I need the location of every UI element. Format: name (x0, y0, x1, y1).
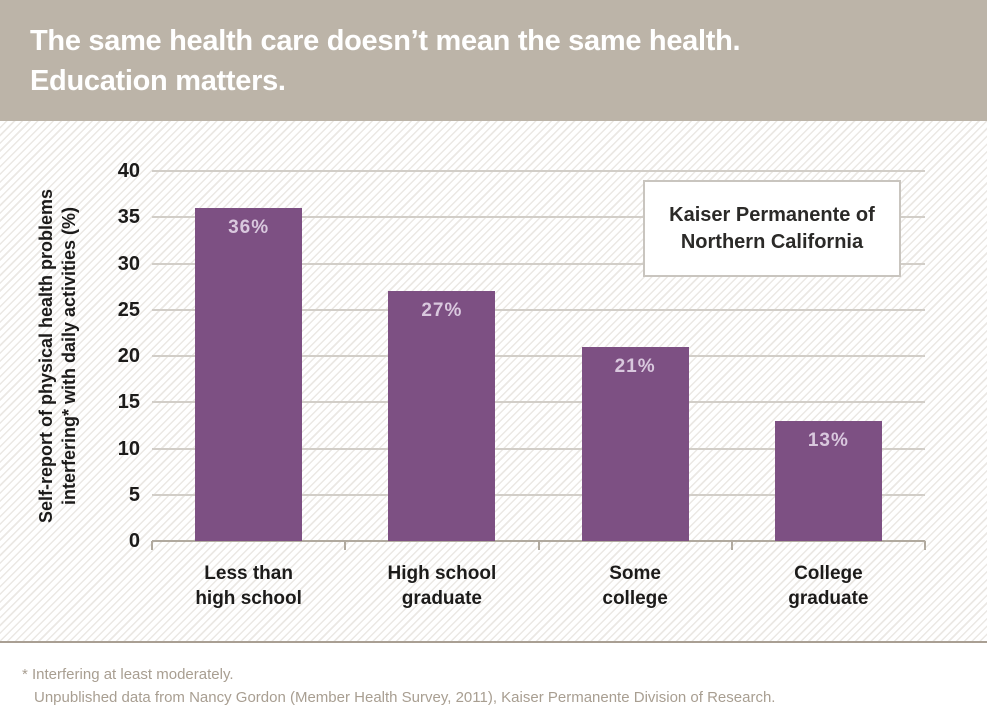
y-tick-label: 25 (117, 298, 140, 321)
axis-boundary-tick (151, 541, 153, 550)
y-axis-title: Self-report of physical health problems … (35, 131, 81, 581)
header-band: The same health care doesn’t mean the sa… (0, 0, 987, 121)
footnote-line1: * Interfering at least moderately. (22, 666, 234, 683)
category-label: High school graduate (345, 561, 538, 611)
chart-stage: Self-report of physical health problems … (0, 121, 987, 643)
axis-boundary-tick (924, 541, 926, 550)
y-tick-label: 30 (117, 252, 140, 275)
category-label-line: graduate (788, 588, 869, 609)
category-label-line: graduate (401, 588, 482, 609)
y-axis-tick-labels: 0 5 10 15 20 25 30 35 40 (90, 161, 140, 551)
category-label: Some college (539, 561, 732, 611)
bar-value-label: 21% (614, 355, 656, 377)
page-title-line1: The same health care doesn’t mean the sa… (30, 25, 741, 57)
bar-4: 13% (774, 420, 882, 541)
y-tick-label: 20 (117, 345, 140, 367)
y-tick-label: 5 (128, 483, 140, 506)
gridline (152, 401, 925, 404)
axis-boundary-tick (537, 541, 540, 550)
legend-text: Kaiser Permanente of Northern California (669, 202, 875, 256)
category-label-line: college (602, 588, 668, 609)
gridline (152, 170, 925, 172)
category-label-line: College (794, 563, 863, 584)
plot-area: 0 5 10 15 20 25 30 35 40 Less than high school Hig… (118, 161, 926, 609)
y-tick-label: 35 (117, 206, 140, 229)
footnote-line2: Unpublished data from Nancy Gordon (Memb… (34, 689, 776, 706)
y-axis-title-line2: interfering* with daily activities (%) (59, 206, 79, 506)
category-label-line: Some (609, 563, 661, 584)
bar-value-label: 13% (807, 429, 849, 451)
axis-boundary-tick (344, 541, 347, 550)
axis-boundary-tick (730, 541, 733, 550)
category-label: Less than high school (152, 561, 345, 611)
gridline (152, 262, 925, 265)
bar-2: 27% (388, 291, 496, 541)
category-label-line: Less than (204, 563, 293, 584)
gridline (152, 308, 925, 311)
legend-text-line2: Northern California (680, 230, 864, 253)
category-label: College graduate (732, 561, 925, 611)
category-label-line: High school (387, 563, 497, 584)
gridline (152, 355, 925, 357)
category-label-line: high school (195, 588, 302, 609)
bar-value-label: 36% (228, 217, 270, 238)
page-title-line2: Education matters. (30, 65, 286, 97)
page-title: The same health care doesn’t mean the sa… (30, 21, 741, 101)
bar-3: 21% (581, 346, 689, 541)
gridline (152, 447, 925, 450)
y-tick-label: 0 (128, 530, 140, 552)
y-tick-label: 40 (117, 160, 140, 182)
bar-1: 36% (195, 208, 303, 541)
bar-value-label: 27% (421, 300, 463, 322)
gridline (152, 493, 925, 496)
y-tick-label: 10 (117, 437, 140, 460)
footer: * Interfering at least moderately. Unpub… (0, 645, 987, 722)
gridline (152, 216, 925, 219)
legend-text-line1: Kaiser Permanente of (669, 203, 875, 226)
legend-box: Kaiser Permanente of Northern California (643, 180, 901, 277)
y-tick-label: 15 (117, 391, 140, 414)
y-axis-title-line1: Self-report of physical health problems (36, 188, 56, 524)
